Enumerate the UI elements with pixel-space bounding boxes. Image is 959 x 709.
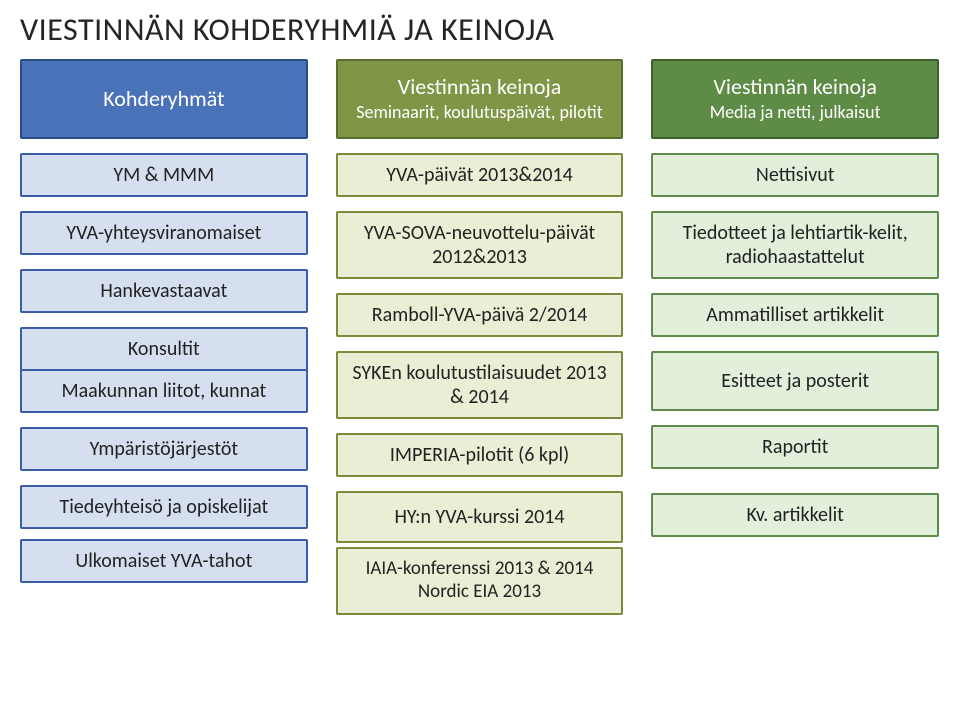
- slide: VIESTINNÄN KOHDERYHMIÄ JA KEINOJA Kohder…: [0, 0, 959, 709]
- col1-item: Maakunnan liitot, kunnat: [20, 369, 308, 413]
- col1-item: Tiedeyhteisö ja opiskelijat: [20, 485, 308, 529]
- col2-header-inner: Viestinnän keinoja Seminaarit, koulutusp…: [356, 74, 602, 124]
- col2-item: YVA-SOVA-neuvottelu-päivät 2012&2013: [336, 211, 624, 279]
- col2-item: HY:n YVA-kurssi 2014: [336, 491, 624, 543]
- col-methods-media: Viestinnän keinoja Media ja netti, julka…: [651, 59, 939, 689]
- slide-title: VIESTINNÄN KOHDERYHMIÄ JA KEINOJA: [20, 10, 939, 49]
- col2-item: IMPERIA-pilotit (6 kpl): [336, 433, 624, 477]
- col2-header: Viestinnän keinoja Seminaarit, koulutusp…: [336, 59, 624, 139]
- col2-header-text: Viestinnän keinoja: [398, 73, 562, 100]
- col2-header-sub: Seminaarit, koulutuspäivät, pilotit: [356, 102, 602, 124]
- col2-item: IAIA-konferenssi 2013 & 2014 Nordic EIA …: [336, 547, 624, 615]
- col3-header-inner: Viestinnän keinoja Media ja netti, julka…: [710, 74, 881, 124]
- col3-item: Kv. artikkelit: [651, 493, 939, 537]
- col2-item: Ramboll-YVA-päivä 2/2014: [336, 293, 624, 337]
- col3-item: Nettisivut: [651, 153, 939, 197]
- col2-bottom-stack: HY:n YVA-kurssi 2014 IAIA-konferenssi 20…: [336, 491, 624, 615]
- col3-header-text: Viestinnän keinoja: [713, 73, 877, 100]
- col1-item: YM & MMM: [20, 153, 308, 197]
- col1-item: Ympäristöjärjestöt: [20, 427, 308, 471]
- col-methods-seminars: Viestinnän keinoja Seminaarit, koulutusp…: [336, 59, 624, 689]
- columns: Kohderyhmät YM & MMM YVA-yhteysviranomai…: [20, 59, 939, 689]
- col1-item: YVA-yhteysviranomaiset: [20, 211, 308, 255]
- col1-header-text: Kohderyhmät: [103, 86, 224, 112]
- col3-item: Raportit: [651, 425, 939, 469]
- col3-header: Viestinnän keinoja Media ja netti, julka…: [651, 59, 939, 139]
- col3-header-sub: Media ja netti, julkaisut: [710, 102, 881, 124]
- col3-item: Tiedotteet ja lehtiartik-kelit, radiohaa…: [651, 211, 939, 279]
- col2-item: YVA-päivät 2013&2014: [336, 153, 624, 197]
- col2-item: SYKEn koulutustilaisuudet 2013 & 2014: [336, 351, 624, 419]
- col1-item: Ulkomaiset YVA-tahot: [20, 539, 308, 583]
- col1-item: Konsultit: [20, 327, 308, 371]
- col1-stacked-pair: Tiedeyhteisö ja opiskelijat Ulkomaiset Y…: [20, 485, 308, 583]
- col1-item: Hankevastaavat: [20, 269, 308, 313]
- col3-item: Ammatilliset artikkelit: [651, 293, 939, 337]
- col1-header: Kohderyhmät: [20, 59, 308, 139]
- col-target-groups: Kohderyhmät YM & MMM YVA-yhteysviranomai…: [20, 59, 308, 689]
- col3-item: Esitteet ja posterit: [651, 351, 939, 411]
- col1-stacked-pair: Konsultit Maakunnan liitot, kunnat: [20, 327, 308, 413]
